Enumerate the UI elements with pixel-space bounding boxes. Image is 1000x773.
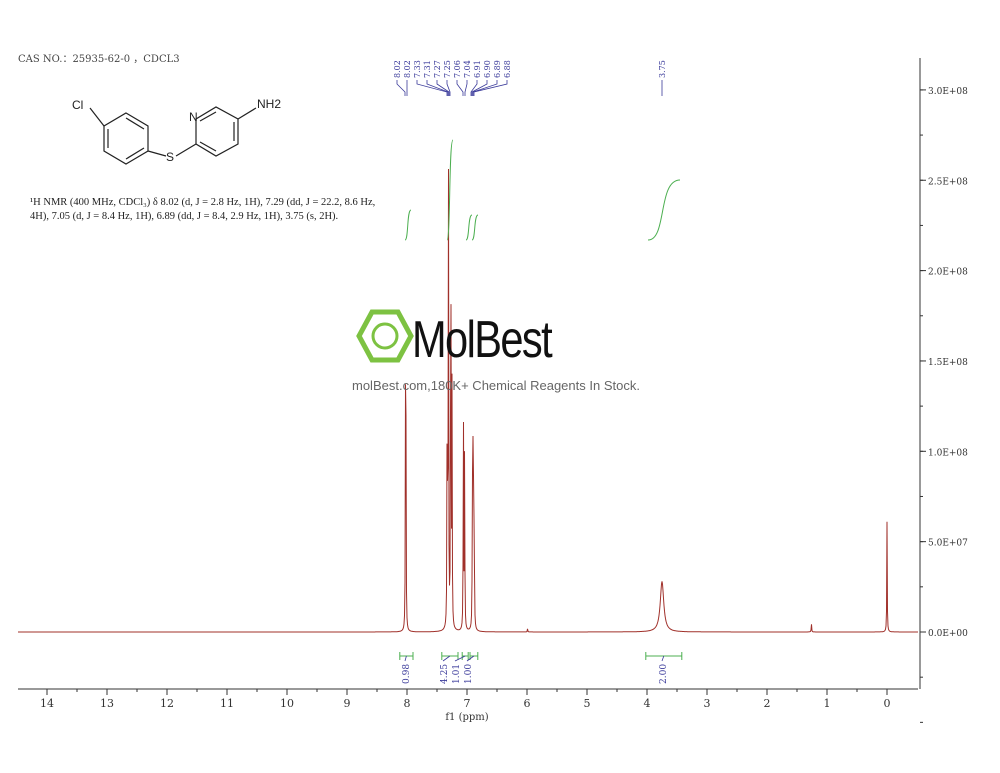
y-tick-label: 0.0E+00 (928, 629, 968, 639)
spectrum-line (18, 168, 918, 633)
x-tick-label: 9 (344, 697, 351, 710)
x-tick-label: 14 (40, 697, 54, 710)
integral-value: 1.01 (452, 664, 462, 684)
cas-number: CAS NO.：25935-62-0 ，CDCL3 (18, 54, 180, 65)
integral-value: 0.98 (402, 664, 412, 684)
y-tick-label: 2.0E+08 (928, 268, 968, 278)
atom-n: N (189, 110, 198, 124)
x-tick-label: 3 (704, 697, 711, 710)
peak-label: 7.33 (413, 60, 422, 78)
integral-leader (661, 655, 665, 662)
integral-leader (404, 655, 407, 662)
peak-label-connector (416, 80, 448, 96)
integral-curve (404, 209, 412, 241)
peak-label: 6.88 (503, 60, 512, 78)
peak-label: 8.02 (393, 60, 402, 78)
y-tick-label: 1.0E+08 (928, 448, 968, 458)
peak-label: 7.04 (463, 60, 472, 78)
x-tick-label: 2 (764, 697, 771, 710)
integral-value: 2.00 (659, 664, 669, 684)
peak-label-connector (464, 80, 468, 96)
integral-curve (471, 214, 479, 241)
integral-leader (442, 655, 451, 662)
integral-leader (466, 655, 475, 662)
peak-label: 6.91 (473, 60, 482, 78)
x-tick-label: 8 (404, 697, 411, 710)
peak-label: 3.75 (658, 60, 667, 78)
x-tick-label: 12 (160, 697, 174, 710)
peak-label-connector (472, 80, 498, 96)
peak-label: 7.06 (453, 60, 462, 78)
x-tick-label: 13 (100, 697, 114, 710)
peak-label-connector (426, 80, 449, 96)
y-tick-label: 3.0E+08 (928, 87, 968, 97)
peak-label-connector (473, 80, 508, 96)
peak-label-connector (396, 80, 406, 96)
peak-label-connector (456, 80, 464, 96)
peak-label: 7.25 (443, 60, 452, 78)
integral-value: 1.00 (464, 664, 474, 684)
x-axis-label: f1 (ppm) (445, 712, 488, 723)
integral-curve (446, 139, 454, 241)
peak-label: 6.90 (483, 60, 492, 78)
y-tick-label: 2.5E+08 (928, 177, 968, 187)
integral-curve (465, 214, 473, 241)
atom-s: S (166, 150, 174, 164)
y-tick-label: 5.0E+07 (928, 539, 968, 549)
x-tick-label: 11 (220, 697, 234, 710)
x-tick-label: 6 (524, 697, 531, 710)
integral-leader (454, 655, 466, 662)
peak-label-connector (471, 80, 488, 96)
peak-label-connector (436, 80, 450, 96)
atom-nh2: NH2 (257, 97, 281, 111)
peak-label: 8.02 (403, 60, 412, 78)
x-tick-label: 0 (884, 697, 891, 710)
integral-curve (647, 179, 681, 241)
watermark-tagline: molBest.com,180K+ Chemical Reagents In S… (352, 378, 640, 393)
x-tick-label: 10 (280, 697, 294, 710)
watermark-brand: MolBest (412, 311, 553, 369)
atom-cl: Cl (72, 98, 83, 112)
x-tick-label: 4 (644, 697, 651, 710)
nmr-description: ¹H NMR (400 MHz, CDCl₃) δ 8.02 (d, J = 2… (30, 197, 376, 222)
peak-label: 7.31 (423, 60, 432, 78)
chemical-structure: Cl N S NH2 (72, 97, 281, 165)
peak-label-connector (470, 80, 478, 96)
x-tick-label: 5 (584, 697, 591, 710)
integral-value: 4.25 (440, 664, 450, 684)
peak-label: 6.89 (493, 60, 502, 78)
peak-label: 7.27 (433, 60, 442, 78)
peak-label-connector (446, 80, 451, 96)
y-tick-label: 1.5E+08 (928, 358, 968, 368)
x-tick-label: 1 (824, 697, 831, 710)
x-tick-label: 7 (464, 697, 471, 710)
